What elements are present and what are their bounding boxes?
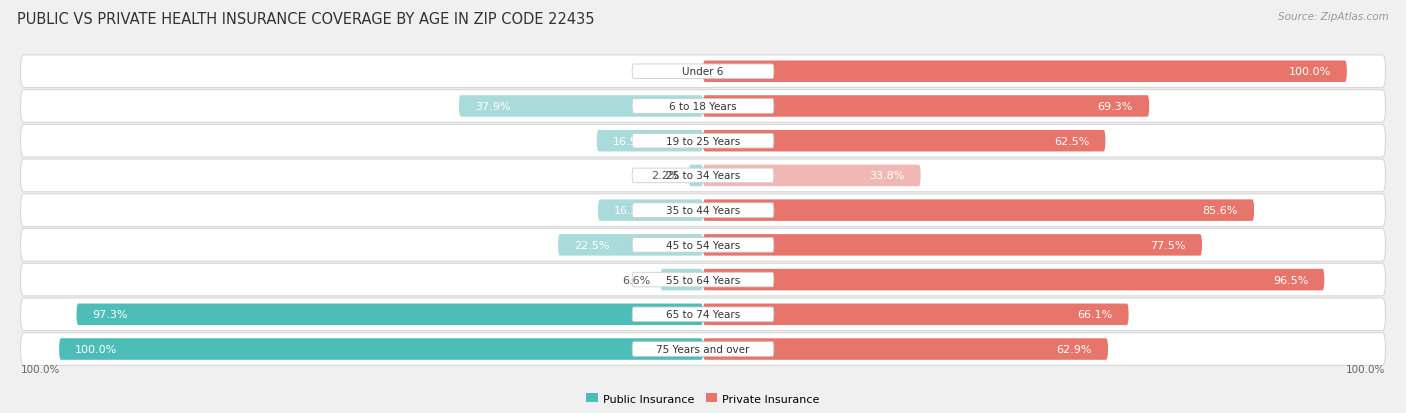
FancyBboxPatch shape xyxy=(76,304,703,325)
FancyBboxPatch shape xyxy=(633,307,773,322)
Text: 85.6%: 85.6% xyxy=(1202,206,1239,216)
FancyBboxPatch shape xyxy=(703,338,1108,360)
FancyBboxPatch shape xyxy=(596,131,703,152)
FancyBboxPatch shape xyxy=(21,298,1385,331)
Text: 25 to 34 Years: 25 to 34 Years xyxy=(666,171,740,181)
Text: 77.5%: 77.5% xyxy=(1150,240,1185,250)
FancyBboxPatch shape xyxy=(458,96,703,117)
FancyBboxPatch shape xyxy=(21,195,1385,227)
Text: 65 to 74 Years: 65 to 74 Years xyxy=(666,310,740,320)
Text: 100.0%: 100.0% xyxy=(21,364,60,374)
FancyBboxPatch shape xyxy=(21,56,1385,88)
FancyBboxPatch shape xyxy=(21,90,1385,123)
FancyBboxPatch shape xyxy=(633,203,773,218)
FancyBboxPatch shape xyxy=(633,134,773,149)
Text: PUBLIC VS PRIVATE HEALTH INSURANCE COVERAGE BY AGE IN ZIP CODE 22435: PUBLIC VS PRIVATE HEALTH INSURANCE COVER… xyxy=(17,12,595,27)
FancyBboxPatch shape xyxy=(598,200,703,221)
Text: 45 to 54 Years: 45 to 54 Years xyxy=(666,240,740,250)
Text: 16.5%: 16.5% xyxy=(613,136,648,146)
Text: 66.1%: 66.1% xyxy=(1077,310,1112,320)
FancyBboxPatch shape xyxy=(703,131,1105,152)
FancyBboxPatch shape xyxy=(633,273,773,287)
FancyBboxPatch shape xyxy=(21,229,1385,261)
Text: Source: ZipAtlas.com: Source: ZipAtlas.com xyxy=(1278,12,1389,22)
Text: Under 6: Under 6 xyxy=(682,67,724,77)
FancyBboxPatch shape xyxy=(633,65,773,79)
Text: 62.9%: 62.9% xyxy=(1056,344,1092,354)
Text: 16.3%: 16.3% xyxy=(614,206,650,216)
FancyBboxPatch shape xyxy=(21,263,1385,296)
Text: 19 to 25 Years: 19 to 25 Years xyxy=(666,136,740,146)
FancyBboxPatch shape xyxy=(661,269,703,291)
Text: 96.5%: 96.5% xyxy=(1272,275,1308,285)
FancyBboxPatch shape xyxy=(703,269,1324,291)
Text: 62.5%: 62.5% xyxy=(1054,136,1090,146)
Text: 69.3%: 69.3% xyxy=(1098,102,1133,112)
FancyBboxPatch shape xyxy=(703,165,921,187)
Text: 75 Years and over: 75 Years and over xyxy=(657,344,749,354)
FancyBboxPatch shape xyxy=(21,333,1385,366)
Legend: Public Insurance, Private Insurance: Public Insurance, Private Insurance xyxy=(582,389,824,408)
Text: 2.2%: 2.2% xyxy=(651,171,679,181)
Text: 22.5%: 22.5% xyxy=(574,240,610,250)
Text: 97.3%: 97.3% xyxy=(93,310,128,320)
FancyBboxPatch shape xyxy=(703,96,1149,117)
Text: 6 to 18 Years: 6 to 18 Years xyxy=(669,102,737,112)
FancyBboxPatch shape xyxy=(21,160,1385,192)
FancyBboxPatch shape xyxy=(703,62,1347,83)
FancyBboxPatch shape xyxy=(633,100,773,114)
Text: 100.0%: 100.0% xyxy=(1288,67,1330,77)
Text: 100.0%: 100.0% xyxy=(76,344,118,354)
FancyBboxPatch shape xyxy=(633,238,773,252)
Text: 6.6%: 6.6% xyxy=(623,275,651,285)
FancyBboxPatch shape xyxy=(703,235,1202,256)
Text: 35 to 44 Years: 35 to 44 Years xyxy=(666,206,740,216)
FancyBboxPatch shape xyxy=(59,338,703,360)
FancyBboxPatch shape xyxy=(703,304,1129,325)
Text: 37.9%: 37.9% xyxy=(475,102,510,112)
FancyBboxPatch shape xyxy=(689,165,703,187)
FancyBboxPatch shape xyxy=(633,169,773,183)
FancyBboxPatch shape xyxy=(21,125,1385,158)
FancyBboxPatch shape xyxy=(633,342,773,356)
Text: 33.8%: 33.8% xyxy=(869,171,904,181)
Text: 100.0%: 100.0% xyxy=(1346,364,1385,374)
FancyBboxPatch shape xyxy=(558,235,703,256)
Text: 55 to 64 Years: 55 to 64 Years xyxy=(666,275,740,285)
FancyBboxPatch shape xyxy=(703,200,1254,221)
